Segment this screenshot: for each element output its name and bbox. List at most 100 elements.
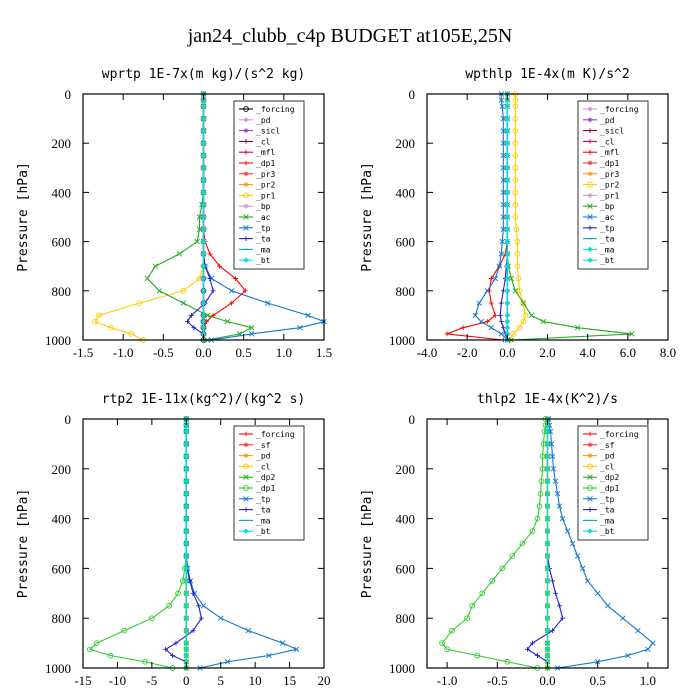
series-bt-point bbox=[504, 226, 511, 233]
series-bt-point bbox=[200, 288, 207, 294]
series-ta-point bbox=[550, 628, 555, 634]
x-tick-label: 5 bbox=[217, 673, 224, 688]
series-tp-point bbox=[579, 565, 586, 572]
x-tick-label: 0.0 bbox=[195, 345, 211, 360]
series-dp1-line bbox=[88, 419, 187, 669]
series-bt-point bbox=[544, 503, 551, 509]
series-tp-point bbox=[293, 646, 300, 653]
legend-label: _pd bbox=[256, 452, 271, 461]
series-bt-point bbox=[544, 466, 551, 472]
series-ta-point bbox=[163, 646, 169, 652]
series-ac-point bbox=[499, 103, 506, 110]
legend-marker bbox=[243, 160, 249, 166]
series-bt-point bbox=[200, 251, 207, 257]
legend-label: _mfl bbox=[256, 148, 275, 157]
legend-label: _bt bbox=[600, 527, 615, 536]
legend-label: _ta bbox=[600, 506, 615, 515]
series-tp-point bbox=[620, 615, 626, 621]
series-bt-point bbox=[183, 565, 190, 572]
series-bt-point bbox=[183, 540, 190, 547]
series-tp-point bbox=[224, 659, 231, 665]
series-pr2-point bbox=[512, 97, 519, 104]
series-ta-point bbox=[553, 590, 558, 596]
legend-marker bbox=[587, 106, 593, 112]
legend: _forcing _sf _pd_cl _dp2 _dp1 _tp _ta_ma _bt bbox=[233, 425, 305, 541]
series-bp-point bbox=[512, 288, 519, 294]
panel-title: wprtp 1E-7x(m kg)/(s^2 kg) bbox=[102, 67, 306, 82]
series-group bbox=[92, 91, 327, 343]
series-pr1-point bbox=[136, 300, 143, 306]
series-dp1-point bbox=[534, 515, 541, 522]
panel-title: wpthlp 1E-4x(m K)/s^2 bbox=[465, 67, 629, 82]
legend-marker bbox=[243, 485, 249, 491]
series-bt-point bbox=[504, 238, 511, 245]
series-group bbox=[444, 91, 635, 343]
series-tp-point bbox=[625, 652, 631, 659]
legend-label: _forcing bbox=[256, 105, 295, 114]
series-ta-point bbox=[557, 603, 562, 609]
y-tick-label: 0 bbox=[409, 87, 416, 102]
x-tick-label: 0.5 bbox=[590, 673, 606, 688]
legend-marker bbox=[243, 474, 249, 480]
legend-label: _cl bbox=[256, 137, 271, 146]
legend-label: _forcing bbox=[600, 105, 639, 114]
series-bp-point bbox=[574, 324, 581, 331]
legend-marker bbox=[243, 507, 249, 512]
series-ta-point bbox=[525, 646, 530, 652]
legend-marker bbox=[587, 225, 593, 231]
legend-label: _sf bbox=[600, 441, 615, 450]
legend-label: _dp1 bbox=[256, 159, 275, 168]
series-tp-point bbox=[594, 590, 601, 597]
series-dp1-line bbox=[441, 419, 547, 669]
legend-marker bbox=[243, 192, 249, 199]
series-tp-point bbox=[305, 312, 311, 319]
x-tick-label: -4.0 bbox=[417, 345, 438, 360]
legend-label: _pr1 bbox=[256, 191, 275, 200]
legend-label: _forcing bbox=[256, 430, 295, 439]
series-pr2-point bbox=[512, 140, 519, 147]
legend-marker bbox=[243, 117, 249, 123]
series-bt-point bbox=[544, 540, 551, 547]
series-bt-point bbox=[504, 189, 511, 196]
legend-marker bbox=[587, 246, 593, 253]
series-bt-point bbox=[544, 528, 551, 534]
x-tick-label: -0.5 bbox=[153, 345, 174, 360]
series-bt-point bbox=[183, 640, 190, 646]
series-tp-point bbox=[265, 300, 271, 306]
series-tp-point bbox=[550, 466, 557, 472]
legend-marker bbox=[243, 442, 249, 448]
series-dp1-point bbox=[87, 646, 93, 653]
series-tp-point bbox=[552, 478, 559, 484]
legend-label: _sicl bbox=[256, 127, 280, 136]
chart-panel-3: rtp2 1E-11x(kg^2)/(kg^2 s) Pressure [hPa]… bbox=[16, 392, 331, 688]
series-bt-point bbox=[183, 652, 190, 659]
series-bt-point bbox=[183, 553, 190, 559]
series-bt-point bbox=[504, 177, 511, 183]
series-dp1-point bbox=[229, 300, 235, 306]
legend-marker bbox=[587, 128, 593, 133]
y-tick-label: 400 bbox=[396, 185, 416, 200]
series-bt-point bbox=[504, 128, 511, 134]
legend-label: _cl bbox=[600, 137, 615, 146]
series-ta-point bbox=[560, 615, 565, 621]
legend-label: _pd bbox=[600, 452, 615, 461]
series-tp-point bbox=[245, 627, 251, 634]
series-bt-point bbox=[200, 324, 207, 331]
legend-label: _cl bbox=[600, 462, 615, 471]
series-bt-point bbox=[183, 615, 190, 621]
series-bt-point bbox=[183, 441, 190, 447]
series-dp1-point bbox=[439, 640, 445, 646]
x-tick-label: 6.0 bbox=[620, 345, 636, 360]
series-pr1-point bbox=[180, 287, 187, 294]
series-dp1-point bbox=[242, 288, 248, 294]
series-pr2-point bbox=[512, 152, 519, 159]
y-tick-label: 600 bbox=[396, 235, 416, 250]
series-ta-point bbox=[207, 276, 213, 281]
legend-marker bbox=[243, 225, 249, 231]
legend-marker bbox=[243, 139, 249, 144]
x-tick-label: -15 bbox=[74, 673, 91, 688]
series-group bbox=[87, 416, 300, 671]
series-bt-point bbox=[544, 490, 551, 497]
series-ac-point bbox=[500, 128, 507, 134]
series-bt-point bbox=[200, 140, 207, 146]
